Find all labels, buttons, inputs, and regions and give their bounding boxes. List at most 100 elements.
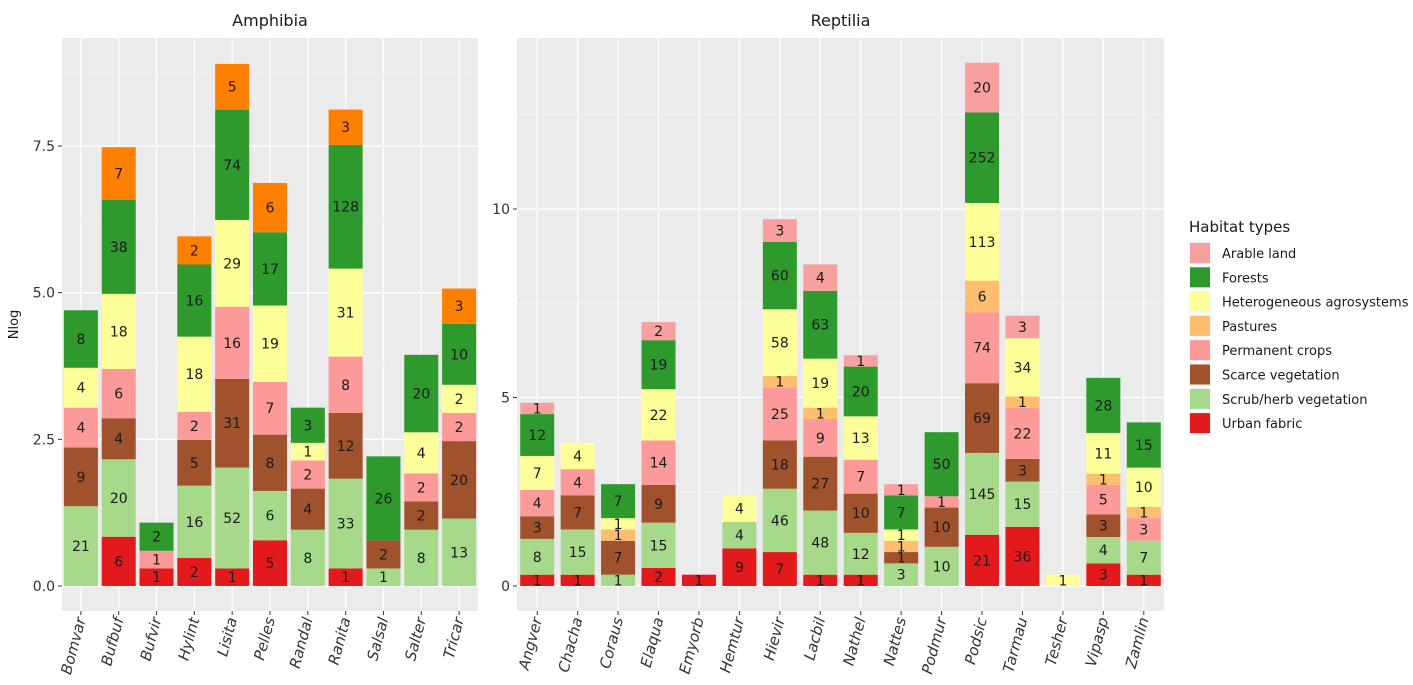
x-tick-label: Tesher [1042, 615, 1072, 668]
bar-value-label: 9 [816, 431, 825, 447]
x-tick-label: Hievir [760, 615, 789, 663]
legend-label: Urban fabric [1222, 417, 1302, 432]
bar-value-label: 15 [650, 538, 668, 554]
bar-value-label: 14 [650, 456, 668, 472]
x-tick-label: Bufvir [137, 615, 166, 663]
bar-value-label: 1 [897, 483, 906, 499]
legend-swatch [1190, 267, 1210, 287]
bar-value-label: 6 [114, 387, 123, 403]
bar-value-label: 145 [969, 487, 996, 503]
x-tick-label: Coraus [596, 615, 627, 670]
bar-value-label: 1 [614, 517, 623, 533]
bar-value-label: 4 [573, 449, 582, 465]
bar-value-label: 21 [973, 553, 991, 569]
bar-value-label: 19 [261, 337, 279, 353]
bar-value-label: 20 [412, 387, 430, 403]
bar-value-label: 1 [379, 570, 388, 586]
x-tick-label: Hylint [174, 614, 203, 662]
bar-value-label: 3 [533, 521, 542, 537]
x-tick-label: Salter [401, 615, 430, 663]
bar-value-label: 10 [852, 506, 870, 522]
bar-value-label: 15 [569, 545, 587, 561]
bar-value-label: 3 [1099, 568, 1108, 584]
x-tick-label: Randal [286, 615, 317, 671]
bar-value-label: 9 [76, 470, 85, 486]
bar-value-label: 4 [533, 496, 542, 512]
bar-value-label: 15 [1014, 497, 1032, 513]
bar-value-label: 18 [771, 458, 789, 474]
bar-value-label: 36 [1014, 549, 1032, 565]
y-tick-label: 5.0 [33, 286, 55, 302]
bar-value-label: 69 [973, 411, 991, 427]
bar-value-label: 5 [1099, 493, 1108, 509]
bar-value-label: 8 [533, 550, 542, 566]
bar-value-label: 2 [152, 530, 161, 546]
x-tick-label: Angver [515, 615, 547, 673]
x-tick-label: Tarmau [999, 615, 1031, 674]
x-tick-label: Emyorb [675, 615, 707, 676]
bar-value-label: 9 [735, 560, 744, 576]
y-tick-label: 5 [501, 391, 510, 407]
bar-value-label: 4 [76, 381, 85, 397]
x-tick-label: Pelles [250, 615, 279, 662]
bar-value-label: 7 [897, 505, 906, 521]
bar-value-label: 12 [852, 547, 870, 563]
x-tick-label: Tricar [440, 615, 468, 661]
x-tick-label: Podmur [918, 615, 951, 677]
x-tick-label: Elaqua [637, 615, 668, 669]
bar-value-label: 2 [455, 392, 464, 408]
bar-value-label: 29 [223, 256, 241, 272]
bar-value-label: 8 [303, 551, 312, 567]
bar-value-label: 1 [152, 570, 161, 586]
bar-value-label: 113 [969, 235, 996, 251]
bar-value-label: 1 [856, 354, 865, 370]
x-tick-label: Lacbil [800, 615, 829, 663]
x-tick-label: Bufbuf [97, 613, 128, 668]
bar-value-label: 1 [937, 495, 946, 511]
legend-label: Forests [1222, 271, 1269, 286]
x-tick-label: Hemtur [716, 615, 748, 675]
bar-value-label: 20 [110, 491, 128, 507]
legend-swatch [1190, 316, 1210, 336]
bar-value-label: 5 [228, 80, 237, 96]
bar-value-label: 2 [190, 419, 199, 435]
bar-value-label: 3 [775, 223, 784, 239]
x-tick-label: Nattes [880, 615, 910, 667]
legend-label: Scrub/herb vegetation [1222, 393, 1368, 408]
bar-value-label: 7 [114, 167, 123, 183]
bar-value-label: 2 [190, 565, 199, 581]
bar-value-label: 4 [1099, 543, 1108, 559]
y-tick-label: 0.0 [33, 579, 55, 595]
bar-value-label: 52 [223, 511, 241, 527]
y-tick-label: 7.5 [33, 139, 55, 155]
bar-value-label: 4 [303, 502, 312, 518]
bar-value-label: 8 [76, 332, 85, 348]
bar-value-label: 31 [223, 416, 241, 432]
y-tick-label: 10 [492, 202, 510, 218]
bar-value-label: 1 [775, 375, 784, 391]
bar-value-label: 18 [110, 324, 128, 340]
bar-value-label: 7 [614, 551, 623, 567]
bar-value-label: 27 [811, 477, 829, 493]
bar-value-label: 31 [337, 306, 355, 322]
bar-value-label: 2 [654, 570, 663, 586]
bar-value-label: 7 [614, 494, 623, 510]
bar-value-label: 8 [417, 551, 426, 567]
bar-value-label: 1 [816, 406, 825, 422]
bar-value-label: 1 [1139, 505, 1148, 521]
bar-value-label: 16 [185, 515, 203, 531]
bar-value-label: 1 [816, 573, 825, 589]
bar-value-label: 252 [969, 151, 996, 167]
x-tick-label: Chacha [555, 615, 587, 674]
legend-swatch [1190, 365, 1210, 385]
legend-label: Permanent crops [1222, 344, 1332, 359]
panel-title: Reptilia [811, 11, 871, 30]
bar-value-label: 1 [856, 573, 865, 589]
bar-value-label: 6 [978, 289, 987, 305]
x-tick-label: Podsic [961, 615, 991, 667]
bar-value-label: 1 [897, 528, 906, 544]
bar-value-label: 1 [614, 573, 623, 589]
bar-value-label: 58 [771, 336, 789, 352]
bar-value-label: 12 [528, 428, 546, 444]
